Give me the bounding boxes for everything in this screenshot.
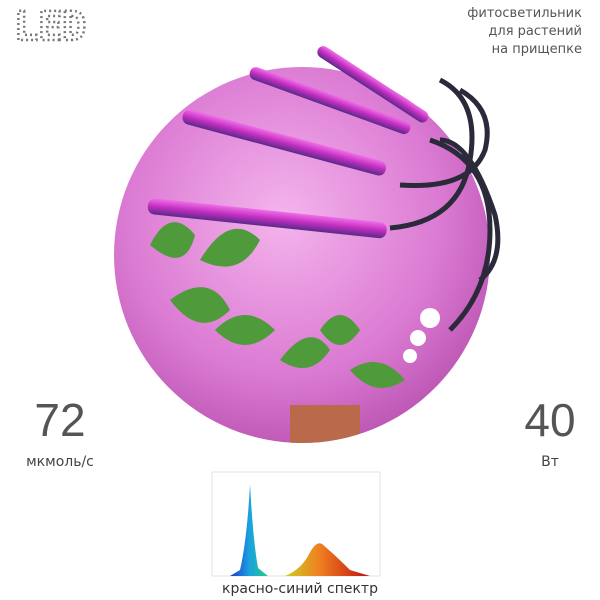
stat-unit: мкмоль/с (26, 454, 94, 470)
stat-value: 72 (34, 394, 85, 446)
spectrum-graph (211, 471, 381, 577)
description-line: фитосветильник (467, 6, 582, 21)
spectrum-caption: красно-синий спектр (222, 581, 378, 597)
description-line: для растений (488, 24, 582, 39)
product-photo (114, 46, 501, 443)
description-line: на прищепке (492, 42, 582, 57)
logo: LED (14, 4, 86, 50)
stat-value: 40 (524, 394, 575, 446)
stat-unit: Вт (541, 454, 559, 470)
